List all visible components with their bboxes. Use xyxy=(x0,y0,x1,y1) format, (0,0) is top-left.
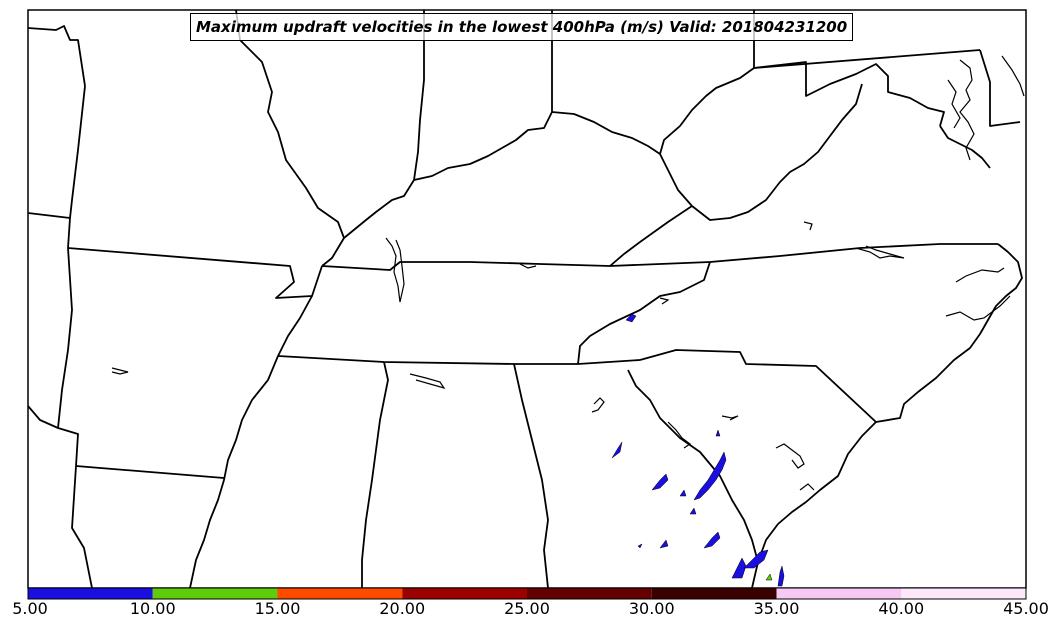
border-ms-al xyxy=(361,361,389,588)
border-tn-ky xyxy=(321,261,711,271)
colorbar xyxy=(28,588,1026,599)
updraft-cell-ga6 xyxy=(689,507,697,515)
albemarle-sound xyxy=(955,267,1005,283)
border-md-va xyxy=(939,125,991,169)
border-ok-tx xyxy=(28,405,93,588)
border-ks-mo xyxy=(28,212,71,249)
border-wv xyxy=(659,61,945,155)
colorbar-segment-4 xyxy=(527,588,652,599)
updraft-cell-coast2 xyxy=(743,549,769,569)
colorbar-tick-label: 20.00 xyxy=(379,599,426,618)
updraft-cell-sc1 xyxy=(693,451,727,501)
border-ga-sc xyxy=(627,369,759,563)
colorbar-tick-label: 35.00 xyxy=(753,599,800,618)
lake-murray xyxy=(775,443,805,469)
pamlico-sound xyxy=(945,295,1011,321)
updraft-cell-ga3 xyxy=(679,489,687,497)
colorbar-segment-0 xyxy=(28,588,153,599)
border-mo-ar xyxy=(67,247,323,299)
border-ky-va xyxy=(609,205,693,267)
delaware-bay xyxy=(1001,55,1025,97)
border-mississippi-lower xyxy=(189,295,313,588)
colorbar-tick-label: 45.00 xyxy=(1003,599,1049,618)
border-ar-la xyxy=(75,465,225,479)
colorbar-segment-3 xyxy=(402,588,527,599)
updraft-cell-ga4 xyxy=(659,539,669,549)
map-frame xyxy=(27,9,1027,589)
colorbar-tick-label: 40.00 xyxy=(878,599,925,618)
colorbar-frame xyxy=(27,587,1027,600)
chesapeake-shore xyxy=(947,79,961,129)
border-al-ga xyxy=(513,363,549,588)
lake-marion xyxy=(799,483,815,491)
updraft-cell-ga2 xyxy=(651,473,669,491)
updraft-cell-ga1 xyxy=(611,441,623,459)
state-borders xyxy=(28,10,1023,588)
border-wv-va xyxy=(691,83,863,221)
lake-st-marys xyxy=(721,415,739,421)
updraft-cell-sc2 xyxy=(715,429,721,437)
lake-hartwell xyxy=(667,421,692,449)
kentucky-lake xyxy=(385,237,405,303)
lake-oklahoma xyxy=(111,367,129,375)
updraft-contours-high xyxy=(765,573,773,581)
lake-sinclair xyxy=(591,397,605,413)
border-ohio-river xyxy=(343,111,661,239)
border-va-nc xyxy=(709,243,998,263)
border-mississippi-il xyxy=(235,10,345,267)
border-tn-south xyxy=(277,355,641,365)
border-ky-wv xyxy=(659,153,693,207)
lake-guntersville xyxy=(409,373,446,390)
border-il-in xyxy=(413,10,425,181)
colorbar-segment-7 xyxy=(901,588,1026,599)
updraft-cell-coast-high xyxy=(765,573,773,581)
colorbar-segment-1 xyxy=(152,588,278,599)
lake-kerr xyxy=(855,245,905,259)
colorbar-segment-6 xyxy=(776,588,902,599)
lake-norris xyxy=(659,297,670,305)
colorbar-tick-label: 10.00 xyxy=(129,599,176,618)
border-de xyxy=(979,49,1021,127)
colorbar-segment-5 xyxy=(651,588,777,599)
border-ne-mo xyxy=(69,85,86,219)
updraft-cell-coast3 xyxy=(777,565,785,587)
border-ok-mo xyxy=(57,247,73,429)
map-title: Maximum updraft velocities in the lowest… xyxy=(190,13,854,41)
colorbar-tick-label: 15.00 xyxy=(254,599,301,618)
border-tn-nc xyxy=(577,261,711,365)
colorbar-tick-label: 25.00 xyxy=(504,599,550,618)
updraft-cell-ga5 xyxy=(703,531,721,549)
colorbar-tick-label: 30.00 xyxy=(628,599,675,618)
border-nc-sc xyxy=(639,349,877,423)
colorbar-segment-2 xyxy=(277,588,403,599)
border-sc-coast xyxy=(875,243,1023,423)
water-features xyxy=(111,55,1025,491)
border-sc-south xyxy=(751,421,877,588)
lake-gaston xyxy=(803,221,813,231)
updraft-cell-tn xyxy=(625,313,637,323)
lake-cumberland xyxy=(519,263,537,269)
chesapeake-bay xyxy=(959,59,975,161)
updraft-cell-coast4 xyxy=(637,543,643,549)
updraft-cell-coast1 xyxy=(731,557,747,579)
updraft-contours xyxy=(611,313,785,587)
border-ia-mo xyxy=(28,25,86,87)
colorbar-tick-label: 5.00 xyxy=(12,599,48,618)
